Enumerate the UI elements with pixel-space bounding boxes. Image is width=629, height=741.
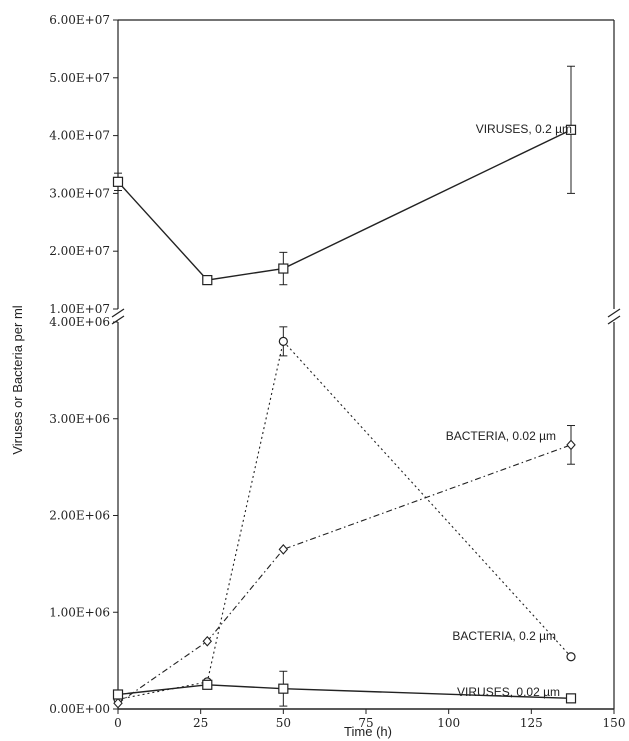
y-tick-label-upper: 1.00E+07	[49, 302, 110, 316]
data-point-square	[565, 124, 577, 135]
x-tick-label: 50	[276, 716, 291, 730]
data-point-square	[112, 176, 124, 187]
series-bacteria-0-2-m	[113, 326, 576, 704]
data-point-square	[202, 679, 213, 690]
series-viruses-0-2-m	[112, 65, 577, 286]
y-tick-label-lower: 4.00E+06	[49, 315, 110, 329]
data-point-square	[112, 689, 124, 700]
plot-frame	[118, 19, 615, 709]
series-bacteria-0-02-m	[113, 425, 576, 709]
data-point-square	[202, 275, 213, 286]
axis-break-left-a	[111, 308, 125, 318]
x-tick-label: 0	[114, 716, 122, 730]
data-point-diamond	[278, 544, 289, 555]
axis-break-left-b	[111, 315, 125, 325]
series-layer	[112, 65, 577, 709]
y-tick-label-lower: 1.00E+06	[49, 605, 110, 619]
data-point-square	[278, 263, 289, 274]
y-tick-label-upper: 4.00E+07	[49, 129, 110, 143]
series-label-bacteria-0-2-m: BACTERIA, 0.2 µm	[452, 629, 556, 643]
tick-labels: 0 25 50 75 100 125 150 1.00E+07 2.00E+07 3.00E+07…	[49, 13, 625, 730]
x-axis-title: Time (h)	[344, 724, 392, 739]
series-line-bacteria-0-02-m	[117, 444, 572, 704]
y-tick-label-upper: 3.00E+07	[49, 186, 110, 200]
series-label-viruses-0-2-m: VIRUSES, 0.2 µm	[476, 122, 572, 136]
y-tick-label-lower: 0.00E+00	[49, 702, 110, 716]
x-tick-label: 150	[603, 716, 626, 730]
y-tick-label-upper: 5.00E+07	[49, 71, 110, 85]
series-labels: VIRUSES, 0.2 µm BACTERIA, 0.2 µm BACTERIA,…	[446, 122, 572, 699]
y-tick-label-lower: 2.00E+06	[49, 509, 110, 523]
data-point-diamond	[566, 439, 576, 451]
y-tick-label-upper: 2.00E+07	[49, 244, 110, 258]
y-axis-title: Viruses or Bacteria per ml	[10, 305, 25, 454]
x-tick-label: 25	[193, 716, 208, 730]
x-tick-label: 125	[520, 716, 543, 730]
data-point-circle	[566, 652, 576, 662]
data-point-square	[565, 693, 577, 704]
data-point-diamond	[113, 697, 123, 709]
series-label-bacteria-0-02-m: BACTERIA, 0.02 µm	[446, 429, 556, 443]
axis-break-right-b	[607, 315, 621, 325]
series-label-viruses-0-02-m: VIRUSES, 0.02 µm	[457, 685, 560, 699]
data-point-square	[278, 683, 289, 694]
series-line-viruses-0-02-m	[117, 684, 572, 700]
y-tick-label-upper: 6.00E+07	[49, 13, 110, 27]
series-line-bacteria-0-2-m	[117, 340, 572, 700]
data-point-diamond	[202, 635, 213, 647]
x-tick-label: 75	[358, 716, 373, 730]
axis-break-right-a	[607, 308, 621, 318]
y-tick-label-lower: 3.00E+06	[49, 412, 110, 426]
x-tick-label: 100	[437, 716, 460, 730]
series-line-viruses-0-2-m	[117, 129, 572, 281]
data-point-circle	[278, 336, 288, 346]
series-viruses-0-02-m	[112, 670, 577, 707]
